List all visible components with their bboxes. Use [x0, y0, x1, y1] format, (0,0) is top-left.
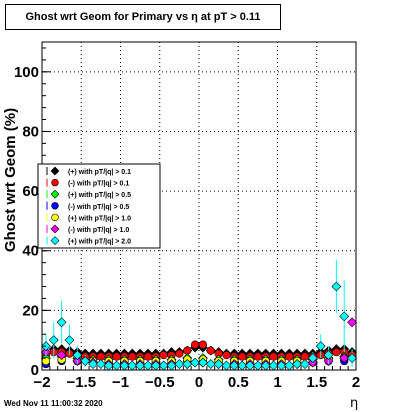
data-point — [331, 281, 342, 292]
x-tick-label: 0.5 — [228, 374, 249, 391]
data-point — [174, 359, 185, 369]
data-point — [347, 353, 357, 363]
data-point — [269, 352, 278, 361]
y-axis-label: Ghost wrt Geom (%) — [2, 107, 19, 253]
data-point — [56, 317, 67, 328]
y-tick-label: 100 — [14, 64, 39, 81]
data-point — [80, 356, 91, 366]
x-tick-label: −2 — [33, 374, 50, 391]
y-tick-label: 20 — [22, 302, 39, 319]
x-tick-label: 0 — [195, 374, 203, 391]
data-point — [95, 359, 106, 369]
data-point — [339, 353, 350, 363]
legend-marker — [51, 213, 59, 222]
data-point — [112, 352, 121, 361]
x-tick-label: 2 — [352, 374, 360, 391]
data-point — [190, 357, 200, 368]
legend-marker — [50, 236, 60, 246]
chart-title-box: Ghost wrt Geom for Primary vs η at pT > … — [5, 4, 281, 30]
data-point — [143, 352, 153, 361]
legend-marker — [50, 189, 60, 199]
data-point — [206, 346, 215, 355]
legend-marker — [50, 224, 60, 234]
data-point — [339, 311, 350, 322]
data-point — [315, 341, 326, 352]
data-point — [253, 352, 263, 361]
data-point — [238, 352, 247, 361]
data-point — [323, 350, 334, 361]
data-point — [175, 349, 184, 358]
data-point — [332, 347, 341, 357]
data-point — [190, 340, 200, 349]
x-tick-label: −0.5 — [145, 374, 175, 391]
data-point — [128, 352, 137, 361]
legend-label: (+) with pT/|q| > 0.1 — [68, 169, 131, 176]
data-point — [213, 359, 224, 369]
y-tick-label: 80 — [22, 123, 39, 140]
legend-marker — [51, 202, 59, 210]
y-tick-label: 40 — [22, 243, 39, 260]
x-tick-label: −1 — [112, 374, 129, 391]
data-point — [300, 359, 310, 369]
data-point — [222, 350, 231, 360]
legend-marker — [51, 178, 59, 187]
data-point — [307, 353, 318, 363]
chart-title: Ghost wrt Geom for Primary vs η at pT > … — [25, 11, 261, 23]
data-point — [285, 352, 294, 361]
data-point — [159, 350, 168, 360]
data-point — [292, 359, 303, 369]
data-point — [198, 357, 208, 368]
legend-label: (+) with pT/|q| > 0.5 — [68, 192, 131, 199]
legend-marker — [50, 166, 60, 176]
data-point — [205, 359, 216, 369]
x-axis-label: η — [350, 396, 359, 411]
legend-label: (-) with pT/|q| > 0.5 — [68, 204, 129, 211]
data-point — [88, 359, 98, 369]
legend: (+) with pT/|q| > 0.1 (-) with pT/|q| > 0… — [37, 163, 161, 249]
legend-label: (+) with pT/|q| > 2.0 — [68, 239, 131, 246]
y-tick-label: 0 — [31, 362, 39, 379]
data-point — [56, 350, 67, 361]
timestamp: Wed Nov 11 11:00:32 2020 — [4, 399, 103, 408]
data-point — [198, 340, 208, 349]
legend-label: (+) with pT/|q| > 1.0 — [68, 215, 131, 222]
data-point — [284, 360, 295, 371]
x-tick-label: −1.5 — [66, 374, 96, 391]
legend-label: (-) with pT/|q| > 0.1 — [68, 181, 129, 188]
data-points — [41, 259, 357, 371]
x-tick-label: 1.5 — [306, 374, 327, 391]
legend-label: (-) with pT/|q| > 1.0 — [68, 227, 129, 234]
data-point — [48, 335, 59, 346]
data-point — [347, 317, 357, 328]
x-tick-label: 1 — [273, 374, 281, 391]
y-tick-label: 60 — [22, 183, 39, 200]
data-point — [64, 335, 75, 346]
data-point — [72, 350, 83, 361]
